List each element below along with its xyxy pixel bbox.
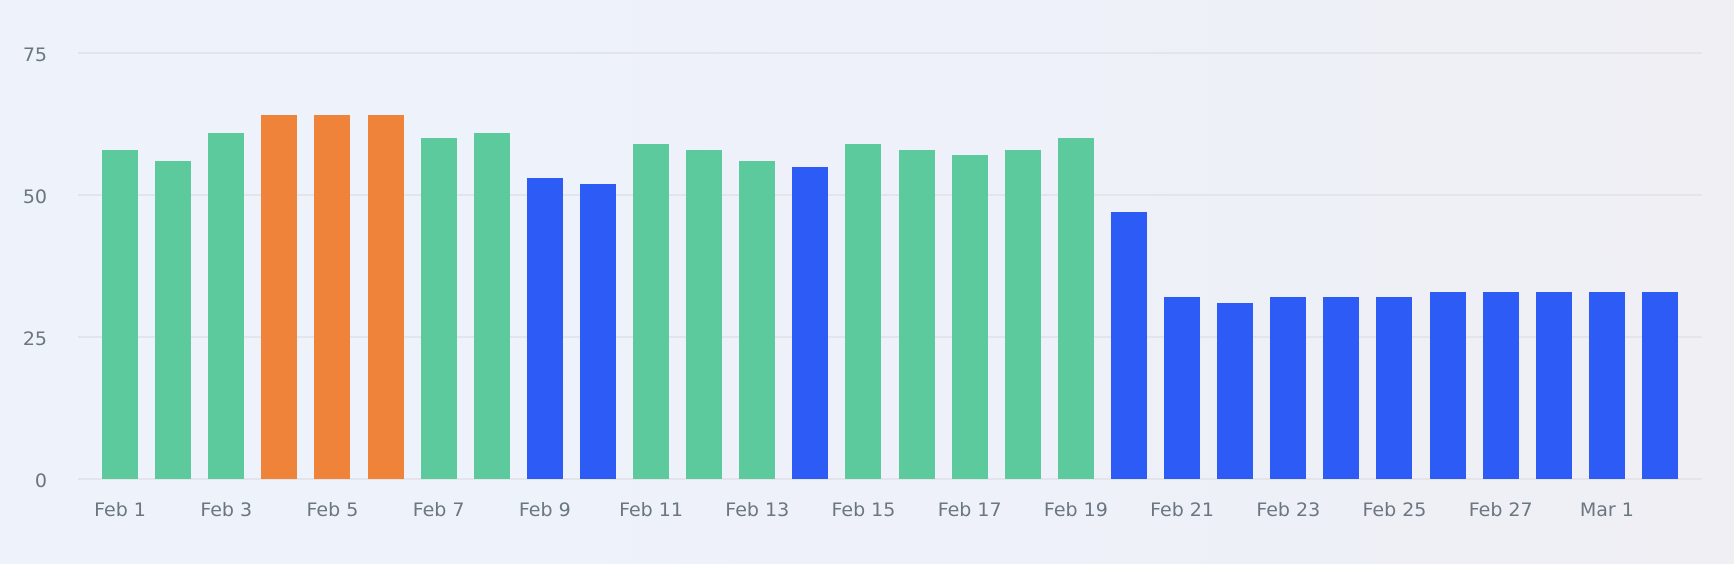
bar-feb-6[interactable]: [367, 115, 404, 479]
x-tick-label: Feb 21: [1150, 499, 1214, 521]
bar-feb-23[interactable]: [1270, 297, 1307, 479]
bar-feb-12[interactable]: [686, 149, 723, 479]
bar-feb-15[interactable]: [845, 143, 882, 479]
bar-feb-11[interactable]: [633, 143, 670, 479]
bar-feb-4[interactable]: [261, 115, 298, 479]
bar-mar-2[interactable]: [1642, 291, 1678, 479]
bar-feb-28[interactable]: [1535, 291, 1572, 479]
gridline-50: [78, 194, 1702, 196]
bar-feb-7[interactable]: [420, 138, 457, 479]
y-tick-label: 50: [22, 186, 47, 208]
bar-feb-20[interactable]: [1110, 212, 1147, 479]
x-tick-label: Feb 5: [306, 499, 359, 521]
bar-feb-16[interactable]: [898, 149, 935, 479]
x-tick-label: Feb 19: [1043, 499, 1108, 521]
x-tick-label: Feb 1: [94, 499, 146, 521]
y-tick-label: 75: [22, 44, 47, 66]
bar-feb-24[interactable]: [1323, 297, 1360, 479]
gridline-0: [78, 478, 1702, 480]
bar-feb-21[interactable]: [1164, 297, 1201, 479]
x-tick-label: Feb 23: [1256, 499, 1321, 521]
x-tick-label: Feb 9: [518, 499, 571, 521]
x-tick-label: Feb 13: [725, 499, 790, 521]
bar-feb-8[interactable]: [473, 132, 510, 479]
x-tick-label: Feb 15: [831, 499, 896, 521]
x-tick-label: Feb 7: [412, 499, 465, 521]
y-tick-label: 25: [22, 328, 47, 350]
bar-feb-3[interactable]: [208, 132, 245, 479]
bar-feb-19[interactable]: [1057, 138, 1094, 479]
x-tick-label: Feb 11: [619, 499, 683, 521]
bar-feb-10[interactable]: [579, 183, 616, 479]
bar-mar-1[interactable]: [1588, 291, 1625, 479]
x-tick-label: Feb 27: [1468, 499, 1533, 521]
bar-feb-14[interactable]: [792, 166, 829, 479]
bar-feb-9[interactable]: [526, 177, 563, 479]
x-tick-label: Mar 1: [1579, 499, 1634, 521]
gridline-25: [78, 336, 1702, 338]
bar-feb-26[interactable]: [1429, 291, 1466, 479]
bar-feb-1[interactable]: [102, 149, 138, 479]
bar-feb-25[interactable]: [1376, 297, 1413, 479]
bar-feb-2[interactable]: [155, 160, 192, 479]
x-tick-label: Feb 3: [200, 499, 253, 521]
y-tick-label: 0: [34, 470, 47, 492]
bar-feb-17[interactable]: [951, 155, 988, 479]
x-tick-label: Feb 25: [1362, 499, 1427, 521]
bar-feb-27[interactable]: [1482, 291, 1519, 479]
bar-feb-22[interactable]: [1217, 302, 1254, 479]
x-tick-label: Feb 17: [937, 499, 1002, 521]
bar-feb-18[interactable]: [1004, 149, 1041, 479]
bar-feb-5[interactable]: [314, 115, 351, 479]
gridline-75: [78, 52, 1702, 54]
bar-feb-13[interactable]: [739, 160, 776, 479]
